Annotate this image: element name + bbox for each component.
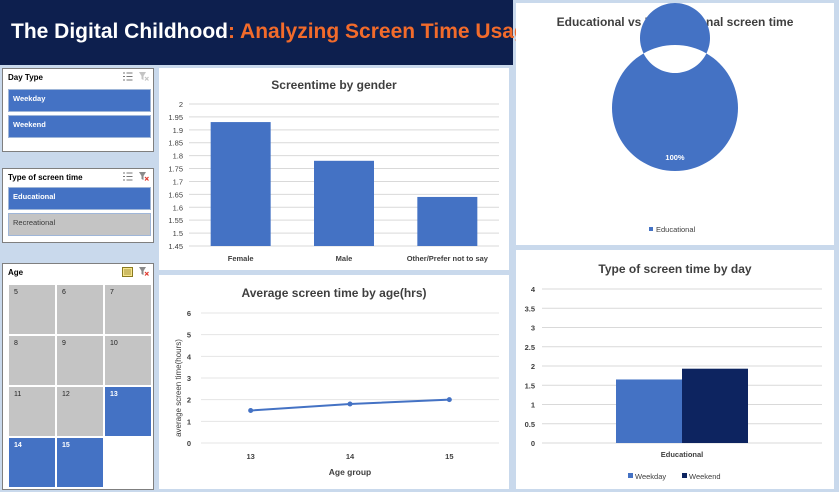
day-chart: 0 0.5 1 1.5 2 2.5 3 3.5 4 Educational Weekday Weeke… <box>525 285 822 481</box>
data-point <box>446 397 452 403</box>
screen-type-slicer: Type of screen time Educational Recreati… <box>2 168 154 243</box>
multi-select-icon[interactable] <box>123 172 133 181</box>
slicer-item-recreational[interactable]: Recreational <box>8 213 151 236</box>
y-tick-label: 1 <box>187 417 191 426</box>
gender-chart-panel: Screentime by gender 1.45 1.5 1.55 1.6 1.65 1… <box>159 68 509 270</box>
slicer-header: Day Type <box>3 69 153 87</box>
slicer-header: Age <box>3 264 153 282</box>
y-tick-label: 6 <box>187 309 191 318</box>
y-tick-label: 3 <box>531 324 535 333</box>
day-type-slicer: Day Type Weekday Weekend <box>2 68 154 152</box>
data-label: 100% <box>665 153 685 162</box>
dashboard-banner: The Digital Childhood: Analyzing Screen … <box>0 0 538 65</box>
x-tick-label: Educational <box>661 450 704 459</box>
clear-filter-icon[interactable] <box>139 267 149 277</box>
gender-chart-title: Screentime by gender <box>271 78 397 92</box>
age-item-15[interactable]: 15 <box>56 437 104 488</box>
y-tick-label: 1.85 <box>168 139 183 148</box>
y-tick-label: 2 <box>187 396 191 405</box>
age-item-12[interactable]: 12 <box>56 386 104 437</box>
x-axis-label: Age group <box>329 467 372 477</box>
legend-swatch <box>682 473 687 478</box>
day-type-slicer-title: Day Type <box>8 73 43 82</box>
pie-slice <box>611 3 738 171</box>
y-tick-label: 2 <box>179 100 183 109</box>
clear-filter-icon[interactable] <box>139 172 149 181</box>
y-tick-label: 1 <box>531 401 535 410</box>
title-accent: Analyzing Screen Time Usage <box>234 20 539 43</box>
age-slicer: Age 5 6 7 8 9 10 11 12 13 14 15 <box>2 263 154 490</box>
y-tick-label: 1.75 <box>168 165 183 174</box>
y-tick-label: 0.5 <box>525 420 535 429</box>
age-slicer-title: Age <box>8 268 24 277</box>
y-tick-label: 1.55 <box>168 216 183 225</box>
y-tick-label: 3.5 <box>525 304 535 313</box>
y-tick-label: 1.95 <box>168 113 183 122</box>
bar <box>314 160 374 246</box>
bar <box>616 379 682 443</box>
dashboard-title: The Digital Childhood: Analyzing Screen … <box>11 20 538 44</box>
y-tick-label: 4 <box>187 352 192 361</box>
age-item-10[interactable]: 10 <box>104 335 152 386</box>
legend-label: Educational <box>656 225 696 234</box>
y-tick-label: 1.8 <box>173 152 183 161</box>
multi-select-icon[interactable] <box>122 267 133 277</box>
bar <box>682 368 748 443</box>
data-point <box>347 401 353 407</box>
age-item-7[interactable]: 7 <box>104 284 152 335</box>
y-tick-label: 2 <box>531 362 535 371</box>
y-tick-label: 1.9 <box>173 126 183 135</box>
legend-swatch <box>628 473 633 478</box>
age-chart: 0 1 2 3 4 5 6 13 14 15 Age group average screen tim… <box>174 309 499 477</box>
title-colon: : <box>227 20 235 43</box>
donut-chart: 100% Educational <box>611 3 738 234</box>
x-tick-label: 13 <box>246 452 254 461</box>
y-axis-label: average screen time(hours) <box>174 339 183 437</box>
y-tick-label: 1.45 <box>168 242 183 251</box>
age-item-14[interactable]: 14 <box>8 437 56 488</box>
age-item-13[interactable]: 13 <box>104 386 152 437</box>
multi-select-icon[interactable] <box>123 72 133 81</box>
screen-type-slicer-title: Type of screen time <box>8 173 83 182</box>
clear-filter-icon[interactable] <box>139 72 149 81</box>
y-tick-label: 2.5 <box>525 343 535 352</box>
y-tick-label: 1.6 <box>173 203 183 212</box>
x-tick-label: 14 <box>346 452 355 461</box>
age-chart-panel: Average screen time by age(hrs) 0 1 2 3 4 5 6 1… <box>159 275 509 489</box>
y-tick-label: 3 <box>187 374 191 383</box>
day-chart-title: Type of screen time by day <box>598 262 752 276</box>
y-tick-label: 0 <box>187 439 191 448</box>
age-chart-title: Average screen time by age(hrs) <box>241 286 427 300</box>
title-main: The Digital Childhood <box>11 20 228 43</box>
legend-label: Weekend <box>689 472 721 481</box>
x-tick-label: Female <box>228 254 254 263</box>
age-item-5[interactable]: 5 <box>8 284 56 335</box>
slicer-item-educational[interactable]: Educational <box>8 187 151 210</box>
y-tick-label: 1.5 <box>173 229 183 238</box>
slicer-header: Type of screen time <box>3 169 153 187</box>
x-tick-label: 15 <box>445 452 453 461</box>
slicer-item-weekend[interactable]: Weekend <box>8 115 151 138</box>
y-tick-label: 1.5 <box>525 381 535 390</box>
donut-chart-panel: Educational vs Reacreational screen time… <box>516 3 834 245</box>
legend-label: Weekday <box>635 472 666 481</box>
y-tick-label: 4 <box>531 285 536 294</box>
bar <box>210 122 271 246</box>
y-tick-label: 0 <box>531 439 535 448</box>
gender-chart: 1.45 1.5 1.55 1.6 1.65 1.7 1.75 1.8 1.85 1.9 1.95 2… <box>168 100 499 263</box>
y-tick-label: 1.7 <box>173 177 183 186</box>
age-item-11[interactable]: 11 <box>8 386 56 437</box>
y-tick-label: 1.65 <box>168 190 183 199</box>
bar <box>417 196 478 246</box>
y-tick-label: 5 <box>187 331 191 340</box>
slicer-item-weekday[interactable]: Weekday <box>8 89 151 112</box>
legend-swatch <box>649 227 653 231</box>
x-tick-label: Other/Prefer not to say <box>407 254 489 263</box>
x-tick-label: Male <box>336 254 353 263</box>
age-item-9[interactable]: 9 <box>56 335 104 386</box>
age-item-6[interactable]: 6 <box>56 284 104 335</box>
day-chart-panel: Type of screen time by day 0 0.5 1 1.5 2 2.5 3… <box>516 250 834 489</box>
age-item-8[interactable]: 8 <box>8 335 56 386</box>
data-point <box>248 408 254 413</box>
